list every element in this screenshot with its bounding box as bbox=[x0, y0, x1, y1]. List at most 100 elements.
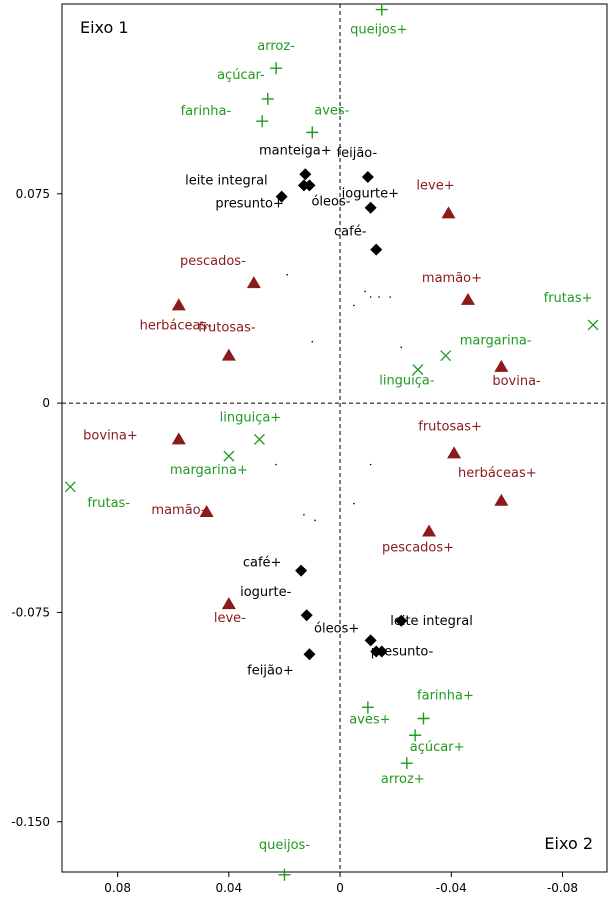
plus-marker-queijos bbox=[375, 3, 388, 16]
x-marker-frutas bbox=[64, 481, 76, 493]
triangle-marker-pescados bbox=[246, 276, 261, 289]
dot-marker bbox=[311, 340, 314, 343]
triangle-marker-frutosas bbox=[221, 348, 236, 361]
plot-area bbox=[61, 3, 608, 873]
dot-marker bbox=[303, 513, 305, 516]
x-marker-linguica bbox=[253, 433, 265, 445]
dot-marker bbox=[364, 290, 366, 293]
dot-markers bbox=[275, 273, 403, 522]
plus-marker-acucar bbox=[409, 729, 422, 742]
triangle-marker-frutosas bbox=[447, 446, 462, 459]
dot-marker bbox=[389, 296, 391, 298]
plus-marker-aves bbox=[361, 701, 374, 714]
triangle-marker-pescados bbox=[422, 524, 437, 537]
point-label-feijao: feijão+ bbox=[247, 663, 294, 678]
point-label-queijos: queijos- bbox=[259, 838, 310, 853]
y-tick-label: 0.075 bbox=[16, 187, 50, 201]
corner-label-eixo-2: Eixo 2 bbox=[544, 834, 593, 853]
point-label-manteiga: manteiga+ bbox=[259, 143, 332, 158]
point-label-linguica: linguiça+ bbox=[220, 410, 282, 425]
point-label-aves: aves- bbox=[314, 103, 349, 118]
triangle-marker-mamao bbox=[460, 292, 475, 305]
point-label-feijao: feijão- bbox=[337, 146, 378, 161]
point-label-cafe: café+ bbox=[243, 556, 282, 571]
point-label-frutosas: frutosas- bbox=[198, 321, 256, 336]
corner-label-eixo-1: Eixo 1 bbox=[80, 18, 129, 37]
point-label-margarina: margarina- bbox=[460, 334, 532, 349]
plus-marker-farinha bbox=[256, 115, 269, 128]
point-label-farinha: farinha+ bbox=[417, 688, 474, 703]
diamond-marker-oleos bbox=[303, 179, 316, 192]
diamond-marker-cafe bbox=[295, 564, 308, 577]
point-label-frutosas: frutosas+ bbox=[418, 419, 482, 434]
point-label-oleos: óleos- bbox=[311, 194, 350, 209]
x-tick-label: -0.04 bbox=[436, 881, 467, 895]
x-tick-label: 0.04 bbox=[215, 881, 242, 895]
triangle-marker-bovina bbox=[171, 432, 186, 445]
x-tick-label: 0.08 bbox=[104, 881, 131, 895]
point-label-aves: aves+ bbox=[349, 712, 390, 727]
point-label-pescados: pescados- bbox=[180, 254, 246, 269]
triangle-marker-herbaceas bbox=[494, 493, 509, 506]
dot-marker bbox=[400, 346, 403, 349]
y-tick-label: -0.075 bbox=[11, 605, 50, 619]
diamond-marker-iogurte bbox=[364, 201, 377, 214]
point-label-leite-integral: leite integral bbox=[390, 614, 473, 629]
point-label-arroz: arroz- bbox=[257, 39, 295, 54]
point-label-acucar: açúcar+ bbox=[410, 740, 465, 755]
dot-marker bbox=[353, 304, 355, 307]
triangle-marker-leve bbox=[221, 597, 236, 610]
point-label-oleos: óleos+ bbox=[314, 621, 359, 636]
diamond-marker-manteiga bbox=[299, 168, 312, 181]
diamond-marker-oleos bbox=[364, 634, 377, 647]
point-label-acucar: açúcar- bbox=[217, 68, 265, 83]
dot-marker bbox=[369, 296, 372, 298]
point-markers bbox=[64, 3, 599, 881]
diamond-marker-presunto bbox=[375, 645, 388, 658]
plus-marker-arroz bbox=[400, 757, 413, 770]
dot-marker bbox=[378, 296, 380, 298]
diamond-marker-iogurte bbox=[300, 609, 313, 622]
point-label-mamao: mamão- bbox=[151, 503, 205, 518]
plus-marker-arroz bbox=[270, 62, 283, 75]
y-tick-label: -0.150 bbox=[11, 815, 50, 829]
y-tick-label: 0 bbox=[42, 396, 50, 410]
x-marker-linguica bbox=[412, 364, 424, 376]
point-label-iogurte: iogurte+ bbox=[342, 187, 399, 202]
point-label-frutas: frutas- bbox=[87, 496, 130, 511]
diamond-marker-feijao bbox=[361, 171, 374, 184]
point-label-iogurte: iogurte- bbox=[240, 585, 291, 600]
point-label-arroz: arroz+ bbox=[381, 772, 425, 787]
point-label-presunto: presunto+ bbox=[215, 196, 284, 211]
triangle-marker-leve bbox=[441, 206, 456, 219]
dot-marker bbox=[286, 273, 289, 276]
point-label-mamao: mamão+ bbox=[422, 271, 482, 286]
diamond-marker-leite-integral bbox=[275, 190, 288, 203]
diamond-marker-cafe bbox=[370, 243, 383, 256]
point-label-leve: leve+ bbox=[416, 178, 454, 193]
point-label-bovina: bovina- bbox=[492, 374, 541, 389]
plus-marker-aves bbox=[306, 126, 319, 139]
triangle-marker-mamao bbox=[199, 504, 214, 517]
point-label-leite-integral: leite integral bbox=[185, 174, 268, 189]
point-label-bovina: bovina+ bbox=[83, 428, 138, 443]
point-label-pescados: pescados+ bbox=[382, 540, 454, 555]
dot-marker bbox=[314, 519, 316, 522]
x-marker-margarina bbox=[223, 450, 235, 462]
plus-marker-acucar bbox=[261, 92, 274, 105]
plus-marker-farinha bbox=[417, 712, 430, 725]
point-label-margarina: margarina+ bbox=[170, 463, 248, 478]
x-tick-label: -0.08 bbox=[547, 881, 578, 895]
point-label-herbaceas: herbáceas- bbox=[140, 318, 213, 333]
diamond-marker-feijao bbox=[303, 648, 316, 661]
point-label-farinha: farinha- bbox=[181, 104, 232, 119]
x-marker-frutas bbox=[587, 319, 599, 331]
point-label-linguica: linguiça- bbox=[379, 374, 435, 389]
point-label-cafe: café- bbox=[334, 225, 367, 240]
dot-marker bbox=[353, 502, 355, 505]
x-marker-margarina bbox=[440, 350, 452, 362]
x-tick-label: 0 bbox=[336, 881, 344, 895]
point-label-queijos: queijos+ bbox=[350, 23, 407, 38]
point-labels: manteiga+ leite integral presunto+ óleos-fe… bbox=[83, 23, 592, 853]
plus-marker-queijos bbox=[278, 868, 291, 881]
